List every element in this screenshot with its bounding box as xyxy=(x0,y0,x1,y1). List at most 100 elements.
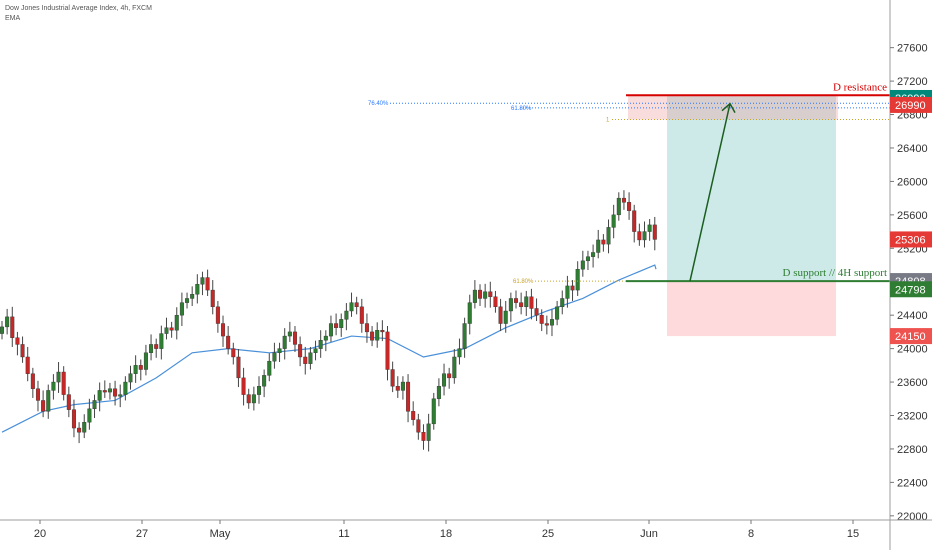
candle-body-down xyxy=(15,337,20,345)
candle-body-up xyxy=(185,298,190,303)
candle-body-up xyxy=(503,310,508,324)
candle-body-up xyxy=(164,327,169,334)
candle-body-up xyxy=(318,340,323,349)
candle xyxy=(56,361,61,393)
candle-body-down xyxy=(421,432,426,441)
candle-body-up xyxy=(0,326,4,334)
candle xyxy=(560,290,565,315)
candle xyxy=(164,317,169,340)
candle-body-down xyxy=(380,330,385,333)
price-tag-label: 26990 xyxy=(895,100,926,112)
candle xyxy=(61,366,66,401)
candle-body-up xyxy=(580,260,585,270)
candle-body-up xyxy=(87,408,92,423)
candle-body-down xyxy=(621,197,626,203)
candle-body-up xyxy=(524,296,529,308)
candle xyxy=(514,290,519,309)
x-tick-label: Jun xyxy=(640,528,658,540)
candle-body-up xyxy=(349,302,354,312)
candle-body-down xyxy=(30,373,35,389)
candle-body-down xyxy=(303,356,308,364)
candle-body-up xyxy=(179,302,184,316)
candle xyxy=(555,300,560,326)
candle-body-up xyxy=(328,323,333,337)
candle-body-down xyxy=(390,369,395,387)
candle-body-up xyxy=(642,231,647,241)
candle xyxy=(364,313,369,343)
candle-body-up xyxy=(436,386,441,399)
price-tag-label: 25306 xyxy=(895,234,926,246)
candle xyxy=(20,336,25,363)
candle xyxy=(10,306,15,347)
candle-body-up xyxy=(159,333,164,349)
candle xyxy=(328,315,333,342)
x-tick-label: 8 xyxy=(748,528,754,540)
candle-body-down xyxy=(102,390,107,393)
y-tick-label: 27600 xyxy=(897,43,928,55)
candle xyxy=(339,313,344,337)
candle-body-up xyxy=(549,319,554,326)
target-zone xyxy=(667,95,836,282)
candle-body-down xyxy=(77,427,82,433)
candle-body-down xyxy=(627,202,632,211)
candle xyxy=(77,422,82,444)
candle xyxy=(580,250,585,277)
price-tag xyxy=(890,231,932,248)
candle xyxy=(262,369,267,398)
candle-body-down xyxy=(215,306,220,324)
candle-body-up xyxy=(400,381,405,391)
candle xyxy=(51,374,56,400)
candle xyxy=(627,192,632,220)
candle xyxy=(467,294,472,335)
candle-body-down xyxy=(231,348,236,358)
fib-level-label: 1 xyxy=(606,118,610,124)
candle-body-down xyxy=(416,419,421,433)
candle xyxy=(534,298,539,322)
y-tick-label: 24400 xyxy=(897,310,928,322)
candle xyxy=(41,390,46,418)
candle-body-down xyxy=(41,400,46,412)
candle-body-up xyxy=(200,277,205,285)
candle-body-up xyxy=(611,214,616,228)
candle-body-up xyxy=(457,348,462,358)
candle xyxy=(267,353,272,382)
ema-indicator-label[interactable]: EMA xyxy=(5,15,21,22)
candle-body-down xyxy=(570,285,575,291)
candle-body-up xyxy=(344,310,349,320)
candles-layer xyxy=(0,190,657,452)
candle xyxy=(272,342,277,369)
candle xyxy=(488,281,493,308)
candle xyxy=(380,320,385,342)
candle xyxy=(549,309,554,337)
candle-body-down xyxy=(154,344,159,349)
candle-body-down xyxy=(447,373,452,379)
time-axis[interactable]: 20 27 May 11 18 25 Jun 8 15 xyxy=(0,519,932,540)
support-label: D support // 4H support xyxy=(783,267,888,279)
candle-body-up xyxy=(97,390,102,401)
candle xyxy=(303,346,308,375)
candle xyxy=(493,290,498,313)
candle-body-up xyxy=(585,256,590,262)
candle-body-up xyxy=(46,390,51,412)
candle xyxy=(632,204,637,243)
candle xyxy=(195,274,200,304)
candle xyxy=(231,342,236,365)
candle-body-down xyxy=(35,388,40,401)
candle-body-down xyxy=(210,289,215,308)
x-tick-label: 11 xyxy=(338,528,349,540)
candle xyxy=(35,380,40,412)
candle xyxy=(277,342,282,362)
candle-body-down xyxy=(236,356,241,379)
candle xyxy=(200,271,205,296)
candle xyxy=(113,380,118,406)
candle-body-up xyxy=(375,330,380,341)
candle xyxy=(390,361,395,393)
candle-body-up xyxy=(277,348,282,353)
candle xyxy=(102,380,107,398)
candle xyxy=(385,326,390,381)
candle-body-up xyxy=(133,365,138,374)
candle xyxy=(246,388,251,409)
candle xyxy=(642,221,647,248)
candle-body-down xyxy=(359,306,364,324)
